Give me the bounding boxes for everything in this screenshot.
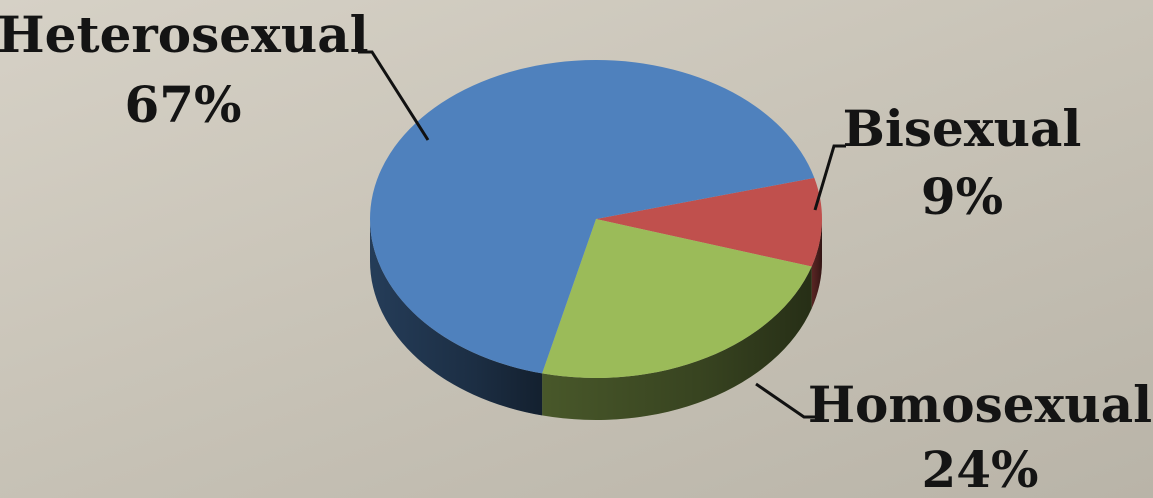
leader-line-homosexual xyxy=(755,382,820,419)
slice-side-shade-homosexual xyxy=(542,266,812,420)
pie-tops xyxy=(370,59,822,378)
slice-value-bisexual: 9% xyxy=(921,167,1003,226)
pie-sides xyxy=(370,219,822,420)
slice-side-shade-heterosexual xyxy=(370,219,543,416)
pie-slice-bisexual xyxy=(596,177,822,267)
pie-slice-homosexual xyxy=(542,219,812,378)
slice-side-shade-bisexual xyxy=(811,219,822,309)
leader-line-bisexual xyxy=(813,144,846,211)
pie-labels: Heterosexual 67% Bisexual 9% Homosexual … xyxy=(0,5,1152,498)
slice-label-heterosexual: Heterosexual xyxy=(0,5,369,64)
leader-line-heterosexual xyxy=(358,50,430,141)
slice-value-homosexual: 24% xyxy=(921,440,1038,498)
slice-label-bisexual: Bisexual xyxy=(843,99,1082,158)
slice-value-heterosexual: 67% xyxy=(124,75,241,134)
pie-slice-heterosexual xyxy=(370,59,815,374)
slice-label-homosexual: Homosexual xyxy=(808,375,1152,434)
